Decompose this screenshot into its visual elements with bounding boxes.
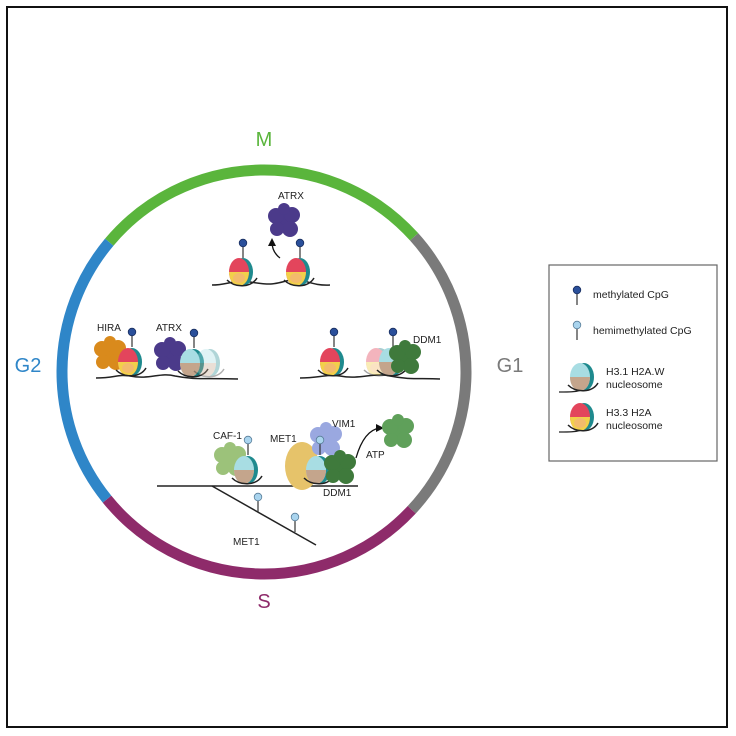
- methylated-cpg-pin: [189, 328, 199, 349]
- protein-label-ddm1: DDM1: [413, 335, 442, 346]
- ring-arc-s: [102, 495, 416, 580]
- label-atp: ATP: [366, 450, 385, 461]
- legend-h31-line1: H3.1 H2A.W: [606, 366, 664, 378]
- protein-label-caf1: CAF-1: [213, 431, 242, 442]
- phase-label-m: M: [256, 129, 273, 151]
- protein-label-ddm1-s: DDM1: [323, 488, 352, 499]
- phase-label-g1: G1: [497, 355, 524, 377]
- methylated-cpg-pin: [238, 238, 248, 259]
- methylated-cpg-pin: [295, 238, 305, 259]
- legend-h33-line2: nucleosome: [606, 420, 663, 432]
- protein-label-hira: HIRA: [97, 323, 121, 334]
- atrx-protein: [268, 203, 300, 237]
- legend-h33-line1: H3.3 H2A: [606, 407, 652, 419]
- methylated-cpg-pin: [329, 327, 339, 348]
- hemimethylated-cpg-pin: [290, 512, 300, 533]
- protein-label-atrx-g2: ATRX: [156, 323, 182, 334]
- ring-arc-m: [105, 164, 419, 246]
- panel-g2: HIRA ATRX: [94, 323, 239, 380]
- methylated-cpg-pin: [388, 327, 398, 348]
- panel-g1: DDM1: [299, 327, 442, 380]
- ring-arc-g1: [407, 233, 472, 514]
- ring-arc-g2: [56, 238, 114, 503]
- phase-label-s: S: [257, 591, 270, 613]
- released-ddm1-protein: [382, 414, 414, 448]
- legend-h31-line2: nucleosome: [606, 379, 663, 391]
- phase-label-g2: G2: [15, 355, 42, 377]
- legend: methylated CpG hemimethylated CpG H3.1 H…: [548, 264, 718, 462]
- protein-label-vim1: VIM1: [332, 419, 356, 430]
- protein-label-met1-strand: MET1: [233, 537, 260, 548]
- protein-label-atrx: ATRX: [278, 191, 304, 202]
- cell-cycle-ring: [56, 164, 472, 580]
- nucleosome-h33: [317, 347, 349, 377]
- protein-label-met1: MET1: [270, 434, 297, 445]
- panel-mitosis: ATRX: [211, 191, 331, 287]
- legend-hemimethylated: hemimethylated CpG: [593, 325, 692, 337]
- panel-s-phase: MET1 CAF-1 MET1 VIM1 DDM1 ATP: [157, 414, 414, 548]
- legend-methylated: methylated CpG: [593, 289, 669, 301]
- hemimethylated-cpg-pin: [253, 492, 263, 513]
- methylated-cpg-pin: [127, 327, 137, 348]
